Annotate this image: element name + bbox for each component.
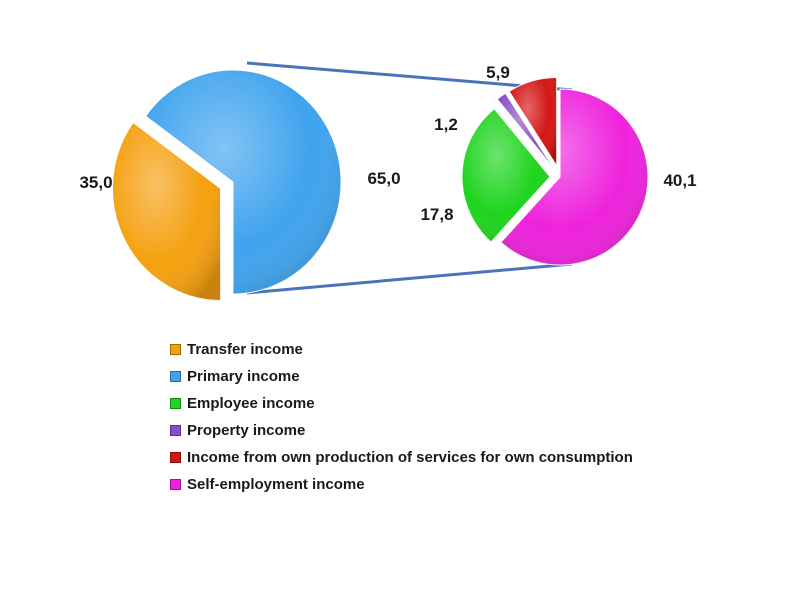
main-pie bbox=[112, 69, 342, 301]
legend-label: Income from own production of services f… bbox=[187, 449, 633, 466]
data-label-secondary-1: 17,8 bbox=[420, 205, 453, 224]
legend-swatch bbox=[170, 452, 181, 463]
connector-lines bbox=[246, 61, 573, 295]
legend-item: Self-employment income bbox=[170, 471, 633, 498]
legend-item: Property income bbox=[170, 417, 633, 444]
legend-label: Property income bbox=[187, 422, 306, 439]
data-label-secondary-2: 1,2 bbox=[434, 115, 458, 134]
legend-swatch bbox=[170, 479, 181, 490]
legend-item: Transfer income bbox=[170, 336, 633, 363]
legend-swatch bbox=[170, 425, 181, 436]
secondary-pie-slice-shading bbox=[462, 108, 551, 243]
secondary-pie-slice-shading bbox=[501, 89, 648, 265]
legend-swatch bbox=[170, 344, 181, 355]
legend-swatch bbox=[170, 371, 181, 382]
connector-line-top bbox=[246, 61, 573, 92]
main-pie-slice-shading bbox=[112, 122, 221, 301]
legend-item: Employee income bbox=[170, 390, 633, 417]
connector-line-bottom bbox=[246, 262, 573, 295]
legend-item: Primary income bbox=[170, 363, 633, 390]
data-label-secondary-0: 40,1 bbox=[663, 171, 696, 190]
legend-label: Primary income bbox=[187, 368, 300, 385]
legend-swatch bbox=[170, 398, 181, 409]
data-label-secondary-3: 5,9 bbox=[486, 63, 510, 82]
data-label-main-0: 35,0 bbox=[79, 173, 112, 192]
legend-label: Transfer income bbox=[187, 341, 303, 358]
data-labels: 35,0 65,0 40,1 17,8 1,2 5,9 bbox=[79, 63, 696, 224]
secondary-pie-slice-shading bbox=[509, 77, 557, 166]
legend-label: Employee income bbox=[187, 395, 315, 412]
main-pie-slice-shading bbox=[145, 70, 341, 294]
secondary-pie bbox=[461, 76, 649, 266]
data-label-main-1: 65,0 bbox=[367, 169, 400, 188]
legend: Transfer income Primary income Employee in… bbox=[170, 336, 633, 498]
secondary-pie-slice-shading bbox=[497, 93, 553, 168]
legend-item: Income from own production of services f… bbox=[170, 444, 633, 471]
legend-label: Self-employment income bbox=[187, 476, 365, 493]
